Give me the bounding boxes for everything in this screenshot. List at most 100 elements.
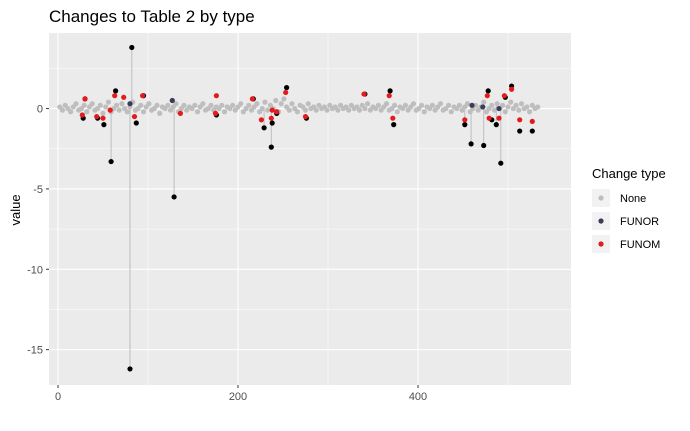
data-point-funom [131, 113, 138, 120]
data-point-none [362, 105, 368, 112]
data-point-funor [529, 128, 535, 134]
data-point-funor [127, 101, 133, 107]
data-point-funom [274, 109, 280, 115]
x-axis: 0 200 400 [55, 385, 427, 403]
data-point-none [278, 101, 284, 107]
y-tick-label: 0 [37, 104, 43, 116]
data-point-none [437, 101, 444, 107]
legend-key-funor [598, 218, 604, 224]
data-point-none [335, 107, 341, 113]
data-point-none [375, 102, 381, 108]
data-point-none [230, 102, 236, 108]
data-point-none [219, 102, 225, 108]
data-point-none [481, 99, 487, 105]
data-point-none [505, 104, 511, 110]
data-point-funom [212, 110, 219, 116]
series-funom [79, 86, 535, 125]
data-point-none [516, 107, 522, 113]
data-point-funom [82, 96, 88, 102]
x-tick-label: 0 [55, 391, 61, 403]
data-point-none [383, 101, 390, 107]
legend-key-funom [598, 241, 604, 247]
data-point-funor [129, 44, 135, 51]
data-point-none [527, 109, 533, 115]
data-point-none [259, 105, 265, 112]
data-point-none [305, 101, 311, 107]
data-point-none [73, 101, 79, 107]
data-point-none [500, 102, 506, 108]
data-point-none [181, 102, 187, 108]
data-point-funom [484, 93, 490, 99]
data-point-funor [391, 122, 397, 128]
data-point-funom [121, 94, 127, 100]
data-point-funom [112, 93, 118, 99]
x-tick-label: 400 [409, 391, 427, 403]
data-point-funom [486, 115, 492, 121]
data-point-funom [529, 118, 535, 125]
y-tick-label: -5 [33, 184, 43, 196]
data-point-none [289, 101, 295, 107]
data-point-none [221, 109, 228, 115]
data-point-none [281, 96, 287, 102]
data-point-funom [496, 115, 502, 121]
data-point-none [165, 102, 171, 108]
data-point-none [365, 101, 371, 107]
data-point-funor [133, 120, 139, 126]
data-point-funom [213, 93, 219, 99]
data-point-funom [249, 96, 255, 102]
data-point-none [392, 102, 398, 108]
data-point-funor [113, 88, 119, 94]
data-point-none [518, 101, 525, 107]
data-point-none [157, 110, 163, 116]
data-point-none [146, 101, 152, 107]
data-point-none [124, 109, 130, 115]
legend-title: Change type [592, 166, 666, 181]
data-point-funor [485, 88, 491, 94]
data-point-none [173, 101, 179, 107]
data-point-none [97, 102, 103, 108]
data-point-none [456, 102, 462, 108]
data-point-none [429, 102, 435, 108]
data-point-funom [79, 112, 85, 118]
data-point-funor [171, 194, 177, 200]
legend-label-none: None [620, 193, 646, 205]
data-point-none [116, 107, 122, 113]
data-point-none [302, 107, 309, 113]
y-tick-label: -10 [27, 264, 43, 276]
data-point-none [100, 110, 106, 116]
chart-title: Changes to Table 2 by type [49, 7, 255, 26]
data-point-none [421, 109, 427, 115]
data-point-funor [108, 158, 114, 165]
data-point-funom [100, 115, 106, 121]
data-point-none [356, 107, 363, 113]
data-point-funor [101, 122, 107, 128]
data-point-funor [480, 104, 486, 110]
legend-label-funor: FUNOR [620, 216, 659, 228]
x-tick-label: 200 [229, 391, 247, 403]
data-point-funor [284, 85, 290, 91]
data-point-none [84, 109, 90, 115]
data-point-funor [269, 120, 275, 126]
data-point-none [81, 102, 87, 108]
data-point-funor [261, 125, 267, 131]
data-point-none [194, 109, 201, 115]
legend-key-none [598, 195, 604, 201]
data-point-none [265, 107, 271, 113]
data-point-none [508, 99, 514, 105]
legend: Change type None FUNOR FUNOM [592, 166, 666, 253]
data-point-none [154, 102, 160, 108]
data-point-funom [390, 115, 396, 121]
y-axis: -15 -10 -5 0 [27, 104, 49, 357]
data-point-funom [140, 93, 146, 99]
data-point-funom [258, 117, 264, 123]
data-point-funom [268, 115, 274, 121]
data-point-funom [283, 89, 289, 96]
data-point-funor [496, 105, 502, 112]
legend-label-funom: FUNOM [620, 239, 660, 251]
data-point-none [491, 107, 498, 113]
data-point-none [192, 102, 198, 108]
data-point-none [254, 101, 260, 107]
data-point-none [394, 109, 400, 115]
data-point-none [324, 107, 330, 113]
